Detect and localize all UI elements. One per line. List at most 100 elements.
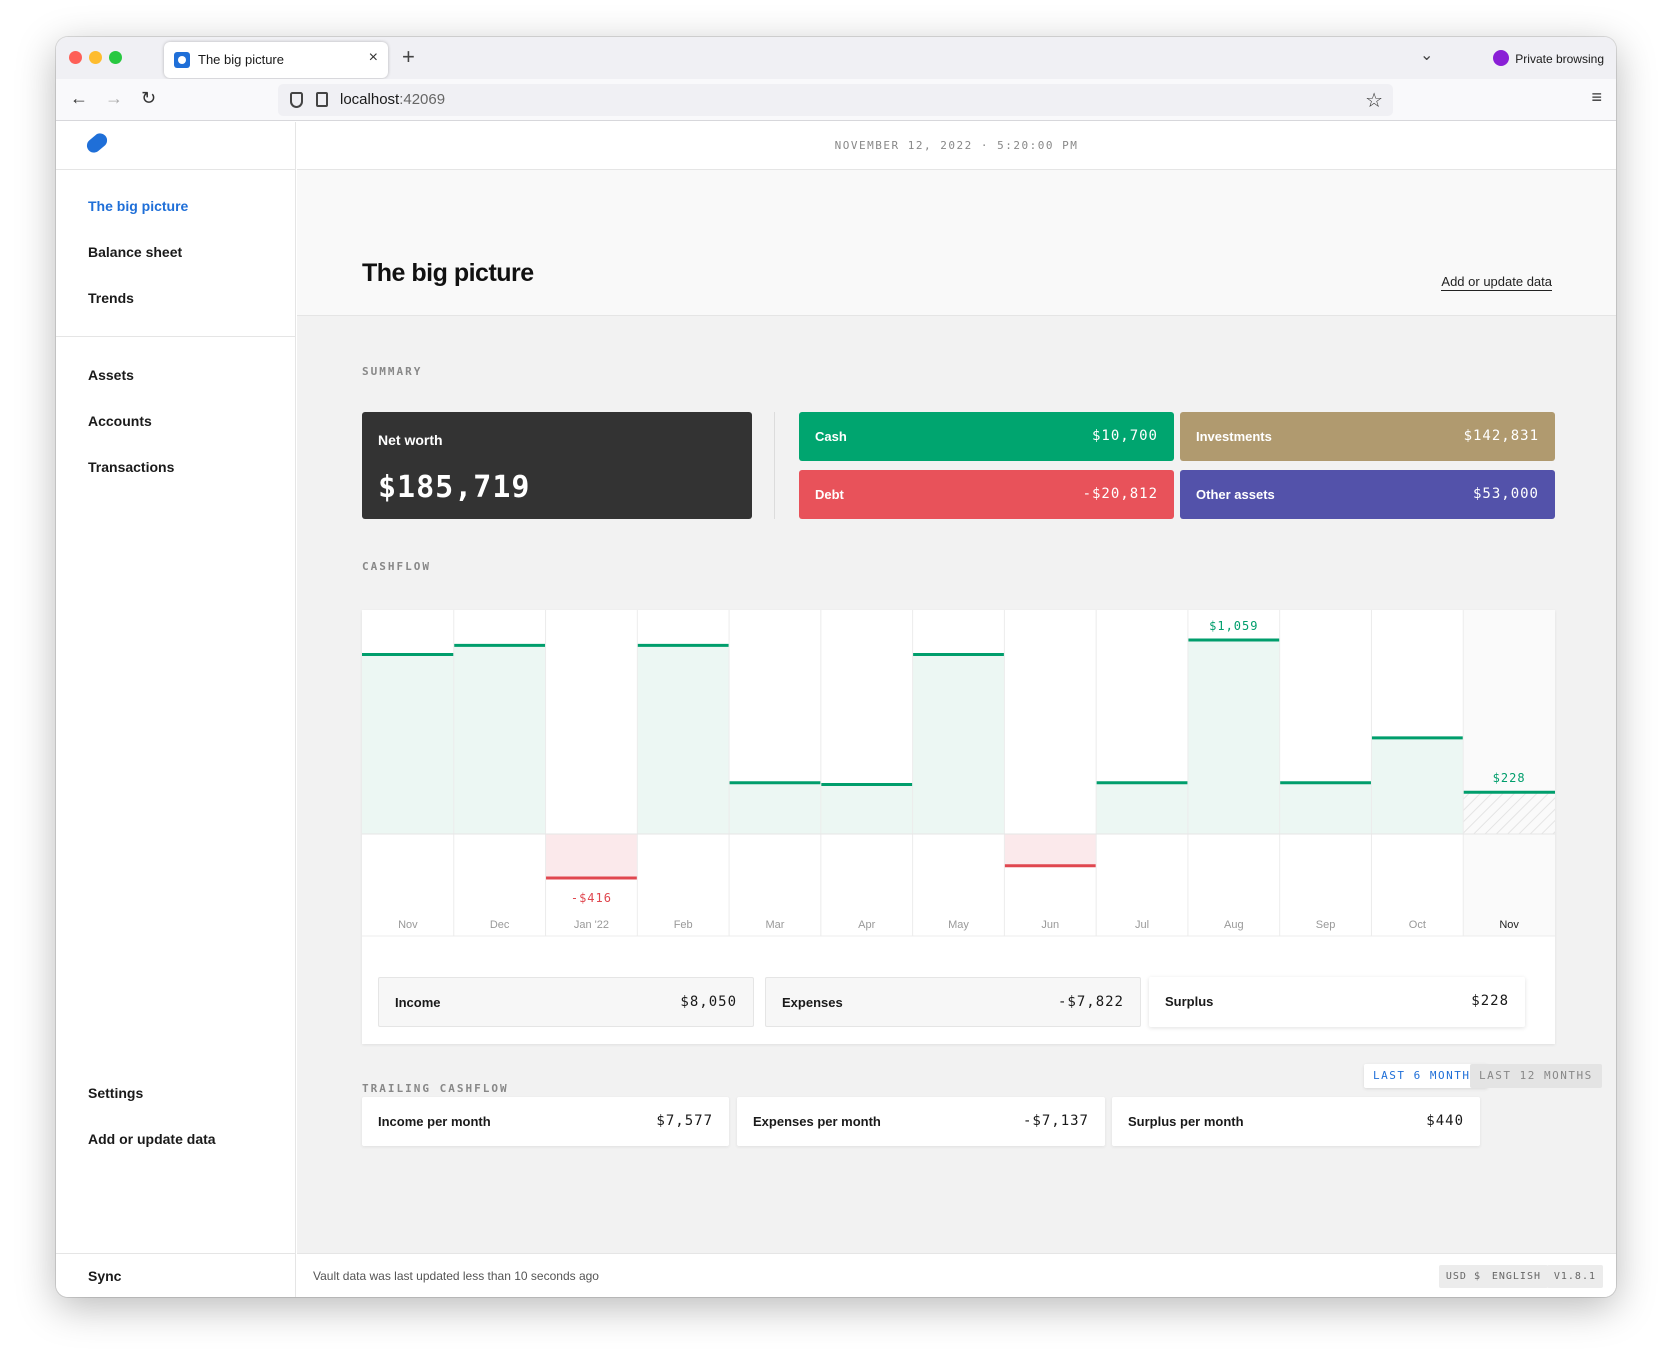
expenses-total[interactable]: Expenses -$7,822 (765, 977, 1141, 1027)
toggle-last-6-months[interactable]: LAST 6 MONTHS (1364, 1064, 1488, 1088)
cashflow-bar (820, 784, 913, 834)
month-tick-label: Feb (674, 919, 693, 931)
net-worth-value: $185,719 (378, 470, 531, 505)
main-content: NOVEMBER 12, 2022 · 5:20:00 PM The big p… (297, 122, 1616, 1297)
cashflow-bar (729, 782, 821, 834)
url-text[interactable]: localhost:42069 (340, 91, 445, 108)
income-per-month-label: Income per month (378, 1114, 491, 1129)
nav-bar: ← → ↻ localhost:42069 ☆ ≡ (56, 79, 1616, 121)
surplus-total[interactable]: Surplus $228 (1149, 977, 1525, 1027)
shield-icon[interactable] (290, 92, 303, 108)
hamburger-menu-icon[interactable]: ≡ (1591, 87, 1602, 107)
summary-label: SUMMARY (362, 365, 423, 378)
cash-card[interactable]: Cash $10,700 (799, 412, 1174, 461)
surplus-value: $228 (1471, 993, 1509, 1009)
cashflow-bar (1096, 782, 1188, 834)
investments-card[interactable]: Investments $142,831 (1180, 412, 1555, 461)
income-per-month-card[interactable]: Income per month $7,577 (362, 1097, 729, 1146)
cashflow-bar (1004, 834, 1097, 866)
page-title: The big picture (362, 259, 534, 287)
version-badge: V1.8.1 (1546, 1265, 1603, 1288)
sidebar-divider (56, 336, 295, 337)
toggle-last-12-months[interactable]: LAST 12 MONTHS (1470, 1064, 1602, 1088)
month-tick-label: Jun (1041, 919, 1059, 931)
month-tick-label: Mar (765, 919, 784, 931)
surplus-per-month-card[interactable]: Surplus per month $440 (1112, 1097, 1480, 1146)
cashflow-data-label: $228 (1493, 771, 1526, 785)
debt-label: Debt (815, 487, 844, 502)
tab-title: The big picture (198, 52, 284, 67)
investments-value: $142,831 (1463, 428, 1539, 444)
page-icon[interactable] (316, 92, 328, 107)
back-arrow-icon[interactable]: ← (70, 88, 88, 108)
sidebar-item-big-picture[interactable]: The big picture (88, 198, 189, 214)
income-value: $8,050 (680, 994, 737, 1010)
close-window-button[interactable] (69, 51, 82, 64)
maximize-window-button[interactable] (109, 51, 122, 64)
cash-label: Cash (815, 429, 847, 444)
cashflow-bar (362, 654, 454, 834)
forward-arrow-icon[interactable]: → (105, 88, 123, 108)
currency-badge[interactable]: USD $ (1438, 1265, 1488, 1288)
cashflow-data-label: -$416 (571, 891, 612, 905)
net-worth-card[interactable]: Net worth $185,719 (362, 412, 752, 519)
sidebar-item-trends[interactable]: Trends (88, 290, 134, 306)
cashflow-bar (453, 645, 546, 834)
sidebar-item-assets[interactable]: Assets (88, 367, 134, 383)
income-label: Income (395, 995, 441, 1010)
browser-tab[interactable]: The big picture × (164, 42, 388, 78)
income-per-month-value: $7,577 (656, 1113, 713, 1129)
sidebar-item-settings[interactable]: Settings (88, 1085, 144, 1101)
net-worth-label: Net worth (378, 432, 443, 448)
cashflow-bar (545, 834, 638, 878)
cashflow-bar (1463, 792, 1555, 834)
expenses-per-month-label: Expenses per month (753, 1114, 881, 1129)
month-tick-label: Nov (398, 919, 418, 931)
month-tick-label: Oct (1409, 919, 1426, 931)
vault-status-text: Vault data was last updated less than 10… (313, 1269, 599, 1283)
sidebar-item-accounts[interactable]: Accounts (88, 413, 152, 429)
expenses-value: -$7,822 (1057, 994, 1124, 1010)
private-browsing-indicator: Private browsing (1493, 50, 1604, 66)
tab-close-icon[interactable]: × (368, 49, 378, 66)
url-port: :42069 (399, 91, 446, 108)
month-tick-label: Sep (1316, 919, 1336, 931)
sidebar-item-add-data[interactable]: Add or update data (88, 1131, 216, 1147)
sidebar-divider (56, 1253, 296, 1254)
debt-card[interactable]: Debt -$20,812 (799, 470, 1174, 519)
month-tick-label: Nov (1499, 919, 1519, 931)
sync-button[interactable]: Sync (88, 1268, 122, 1284)
cashflow-chart: Nov Dec -$416 Jan '22 Feb Mar Apr May Jun Jul $1,0… (362, 610, 1555, 937)
bookmark-star-icon[interactable]: ☆ (1365, 90, 1383, 112)
private-browsing-label: Private browsing (1515, 52, 1604, 66)
url-host: localhost (340, 91, 400, 108)
tab-bar: The big picture × + ⌄ Private browsing (56, 37, 1616, 79)
app: The big picture Balance sheet Trends Ass… (56, 122, 1616, 1297)
add-update-data-link[interactable]: Add or update data (1441, 274, 1552, 291)
language-badge[interactable]: ENGLISH (1484, 1265, 1548, 1288)
sidebar-item-balance-sheet[interactable]: Balance sheet (88, 244, 183, 260)
address-bar[interactable]: localhost:42069 ☆ (278, 84, 1393, 116)
new-tab-button[interactable]: + (402, 44, 415, 69)
investments-label: Investments (1196, 429, 1272, 444)
current-month-column (1463, 610, 1555, 936)
trailing-cashflow-label: TRAILING CASHFLOW (362, 1082, 509, 1095)
other-assets-card[interactable]: Other assets $53,000 (1180, 470, 1555, 519)
month-tick-label: Aug (1224, 919, 1244, 931)
chevron-down-icon[interactable]: ⌄ (1420, 47, 1434, 64)
sidebar: The big picture Balance sheet Trends Ass… (56, 122, 296, 1297)
income-total[interactable]: Income $8,050 (378, 977, 754, 1027)
sidebar-item-transactions[interactable]: Transactions (88, 459, 175, 475)
summary-divider (774, 412, 775, 519)
logo-row (56, 122, 295, 170)
cashflow-bar (1279, 782, 1372, 834)
minimize-window-button[interactable] (89, 51, 102, 64)
private-mask-icon (1493, 50, 1510, 66)
surplus-label: Surplus (1165, 994, 1214, 1009)
logo-icon[interactable] (84, 130, 110, 156)
month-tick-label: Dec (490, 919, 510, 931)
expenses-per-month-card[interactable]: Expenses per month -$7,137 (737, 1097, 1105, 1146)
cashflow-chart-card: Nov Dec -$416 Jan '22 Feb Mar Apr May Jun Jul $1,0… (362, 610, 1555, 1044)
month-tick-label: Jul (1135, 919, 1149, 931)
reload-icon[interactable]: ↻ (141, 88, 157, 108)
